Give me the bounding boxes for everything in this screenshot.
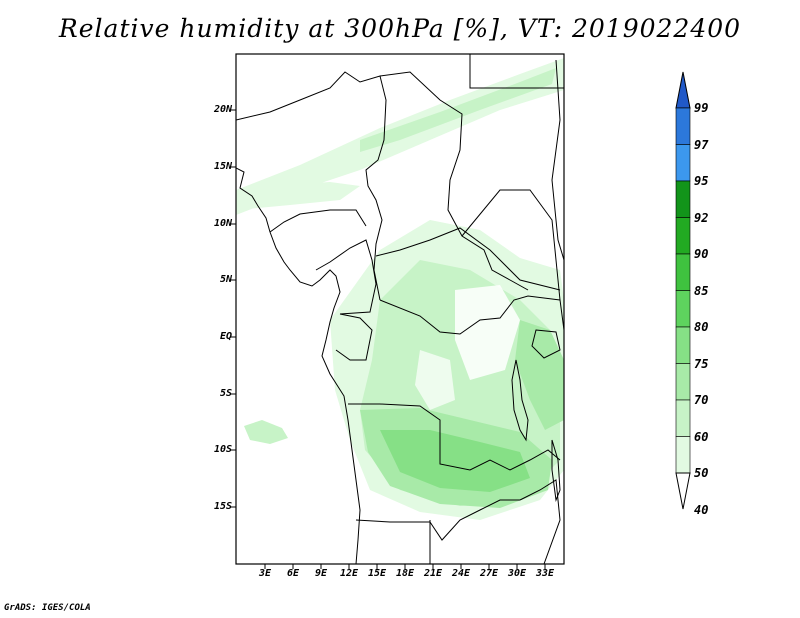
colorbar-swatch bbox=[675, 363, 691, 401]
colorbar-swatch bbox=[675, 253, 691, 291]
lat-label: 15S bbox=[213, 501, 232, 512]
colorbar-label: 99 bbox=[694, 101, 709, 115]
coast-east bbox=[551, 59, 564, 261]
colorbar-label: 80 bbox=[694, 320, 709, 334]
lon-label: 33E bbox=[535, 568, 555, 579]
colorbar-label: 70 bbox=[694, 393, 709, 407]
colorbar-swatch bbox=[675, 399, 691, 437]
colorbar-label: 85 bbox=[694, 284, 709, 298]
colorbar-swatch bbox=[675, 326, 691, 364]
lat-label: 10N bbox=[213, 218, 232, 229]
colorbar-label: 97 bbox=[694, 138, 709, 152]
credit-text: GrADS: IGES/COLA bbox=[4, 603, 91, 613]
lon-label: 30E bbox=[507, 568, 527, 579]
colorbar-label: 95 bbox=[694, 174, 709, 188]
colorbar-label: 60 bbox=[694, 430, 709, 444]
lon-label: 12E bbox=[339, 568, 359, 579]
humidity-southern-inner bbox=[380, 430, 530, 492]
lat-label: 5S bbox=[219, 388, 232, 399]
border-chad bbox=[379, 71, 529, 291]
colorbar-swatch bbox=[675, 180, 691, 218]
colorbar-label: 50 bbox=[694, 466, 709, 480]
map-frame bbox=[235, 53, 565, 565]
colorbar-label: 75 bbox=[694, 357, 709, 371]
chart-title: Relative humidity at 300hPa [%], VT: 201… bbox=[58, 14, 742, 43]
colorbar-label: 90 bbox=[694, 247, 709, 261]
lon-label: 15E bbox=[367, 568, 387, 579]
humidity-east-core bbox=[515, 320, 564, 430]
dry-pocket bbox=[455, 285, 520, 380]
lat-label: 10S bbox=[213, 444, 232, 455]
colorbar-top-arrow bbox=[675, 71, 691, 109]
lon-label: 9E bbox=[314, 568, 328, 579]
borders bbox=[236, 54, 564, 564]
lake-victoria bbox=[531, 329, 561, 359]
humidity-atlantic-patch bbox=[244, 420, 288, 444]
axis-ticks bbox=[231, 109, 546, 569]
border-nigeria bbox=[269, 209, 367, 233]
lon-label: 21E bbox=[423, 568, 443, 579]
lon-label: 6E bbox=[286, 568, 300, 579]
border-gabon bbox=[335, 313, 373, 361]
lon-label: 27E bbox=[479, 568, 499, 579]
border-cameroon bbox=[315, 239, 377, 315]
colorbar-swatch bbox=[675, 436, 691, 474]
colorbar-label: 40 bbox=[694, 503, 709, 517]
colorbar-swatch bbox=[675, 290, 691, 328]
colorbar-bottom-arrow bbox=[675, 472, 691, 510]
lon-label: 3E bbox=[258, 568, 272, 579]
coastline bbox=[236, 167, 361, 564]
colorbar-swatch bbox=[675, 107, 691, 145]
humidity-field bbox=[236, 58, 564, 520]
lake-tanganyika bbox=[511, 359, 529, 442]
colorbar-label: 92 bbox=[694, 211, 709, 225]
lon-label: 18E bbox=[395, 568, 415, 579]
border-car bbox=[375, 227, 561, 291]
border-sudan bbox=[469, 54, 564, 89]
border-sahara bbox=[236, 71, 387, 301]
lat-label: EQ bbox=[219, 331, 232, 342]
lat-label: 5N bbox=[219, 274, 232, 285]
border-drc-south bbox=[348, 403, 561, 471]
humidity-band-mid bbox=[236, 182, 360, 210]
colorbar bbox=[675, 71, 691, 510]
lat-label: 15N bbox=[213, 161, 232, 172]
lon-label: 24E bbox=[451, 568, 471, 579]
lake-malawi bbox=[551, 439, 561, 502]
humidity-band-north-core bbox=[360, 68, 556, 152]
border-angola bbox=[355, 499, 520, 541]
border-congo bbox=[379, 295, 561, 335]
lat-label: 20N bbox=[213, 104, 232, 115]
colorbar-swatch bbox=[675, 144, 691, 182]
dry-pocket-2 bbox=[415, 350, 455, 410]
colorbar-swatch bbox=[675, 217, 691, 255]
border-moz bbox=[519, 479, 561, 564]
